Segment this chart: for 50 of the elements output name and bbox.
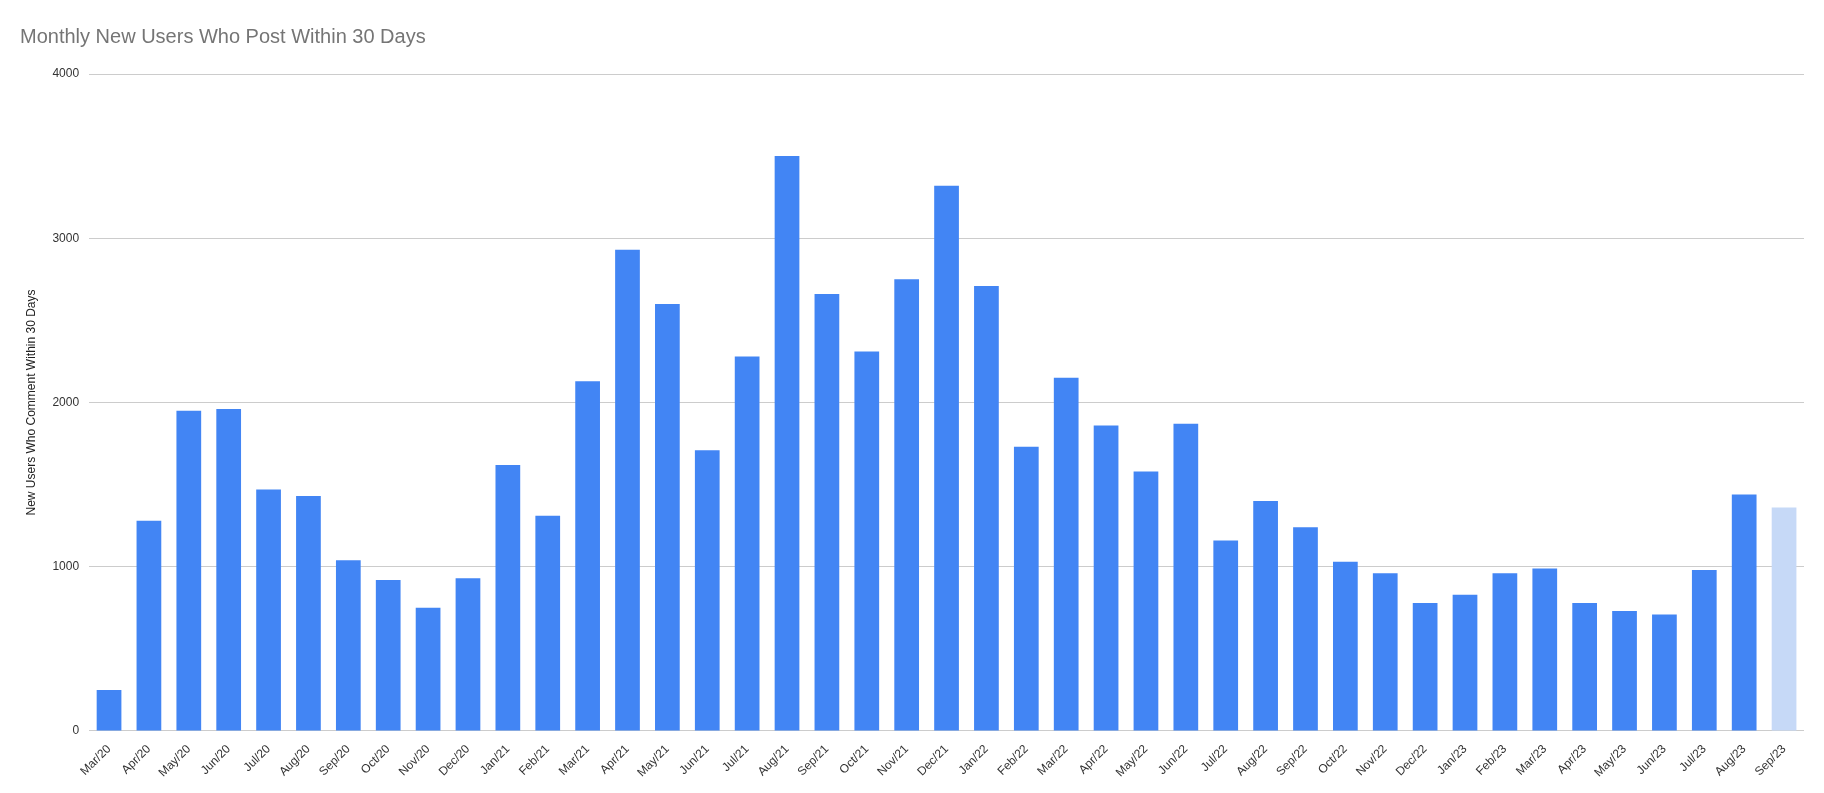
bar [96,689,122,731]
bar [1293,527,1318,731]
bar [1372,573,1398,731]
bar [1253,501,1278,731]
bar [575,381,600,731]
y-tick-label: 4000 [52,66,80,81]
bar [136,520,162,731]
bar [1412,602,1438,731]
bar [934,185,959,731]
bar [1173,423,1199,731]
y-tick-label: 1000 [52,559,80,574]
bar [296,496,321,731]
y-tick-label: 2000 [52,394,80,409]
bar [1133,471,1159,731]
bar [734,356,760,731]
bar [455,578,481,731]
bar [655,303,680,731]
y-tick-label: 3000 [52,230,80,245]
bar [1452,594,1478,731]
bar [774,156,800,731]
bar [1612,611,1637,731]
bar [1572,602,1598,731]
bar [1532,568,1558,731]
y-axis-title: New Users Who Comment Within 30 Days [23,289,38,516]
chart-title: Monthly New Users Who Post Within 30 Days [20,24,426,47]
bar [415,607,441,731]
bar [1333,561,1358,731]
bar [1731,494,1757,731]
bar [1771,507,1797,731]
bar [615,249,640,731]
bar [1492,573,1518,731]
bar [335,560,361,731]
bar [1013,446,1039,731]
bar [894,279,920,731]
bar [495,464,521,731]
bar [1053,377,1079,731]
bar [694,450,720,731]
bar [535,515,561,731]
bar [1691,570,1717,731]
bar [1652,614,1677,731]
bar [176,410,202,731]
bar [375,579,401,731]
bar [1213,540,1239,731]
y-tick-label: 0 [72,723,80,738]
bar [974,285,999,731]
bar [814,294,840,731]
bar [854,351,880,731]
bar [1093,425,1119,731]
bar [216,409,242,731]
bar [256,489,281,731]
